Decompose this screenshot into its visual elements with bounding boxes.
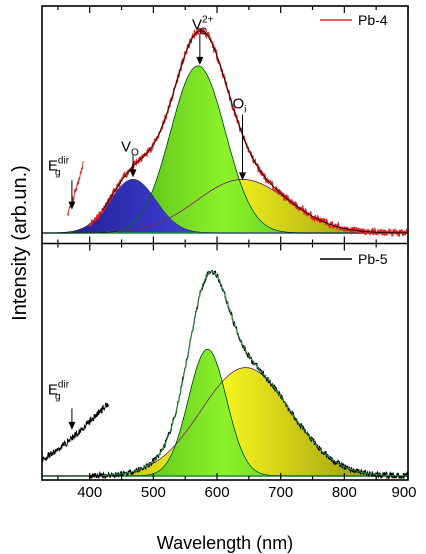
panel-pb5: Pb-5 Edir g <box>42 251 408 480</box>
svg-text:VO: VO <box>121 138 139 158</box>
x-tick-label: 900 <box>391 484 416 501</box>
x-tick-label: 500 <box>141 484 166 501</box>
panel-pb4: Pb-4 Edir g VO V2+ O Oi <box>42 12 408 238</box>
x-tick-label: 400 <box>77 484 102 501</box>
band-edge-trace <box>42 402 109 462</box>
legend-label: Pb-4 <box>358 12 388 28</box>
legend-label: Pb-5 <box>358 251 388 267</box>
measured-spectrum <box>89 269 408 480</box>
svg-text:Oi: Oi <box>233 96 247 116</box>
component-fill <box>42 179 408 233</box>
band-gap-label: Edir g <box>48 155 76 210</box>
x-tick-label: 600 <box>205 484 230 501</box>
peak-label-oi: Oi <box>233 96 247 181</box>
component-fill <box>42 349 408 476</box>
x-axis-label: Wavelength (nm) <box>157 533 293 553</box>
svg-text:V2+O: V2+ O <box>192 14 214 37</box>
band-gap-label: Edir g <box>48 379 76 430</box>
fit-sum <box>102 270 408 477</box>
component-fill <box>42 65 408 234</box>
peak-label-vo2: V2+ O <box>192 14 214 65</box>
fit-sum <box>102 30 408 234</box>
x-tick-label: 800 <box>332 484 357 501</box>
x-tick-label: 700 <box>268 484 293 501</box>
y-axis-label: Intensity (arb.un.) <box>9 165 31 321</box>
measured-spectrum <box>88 27 408 238</box>
peak-label-vo: VO <box>121 138 139 178</box>
band-edge-trace <box>67 160 84 216</box>
